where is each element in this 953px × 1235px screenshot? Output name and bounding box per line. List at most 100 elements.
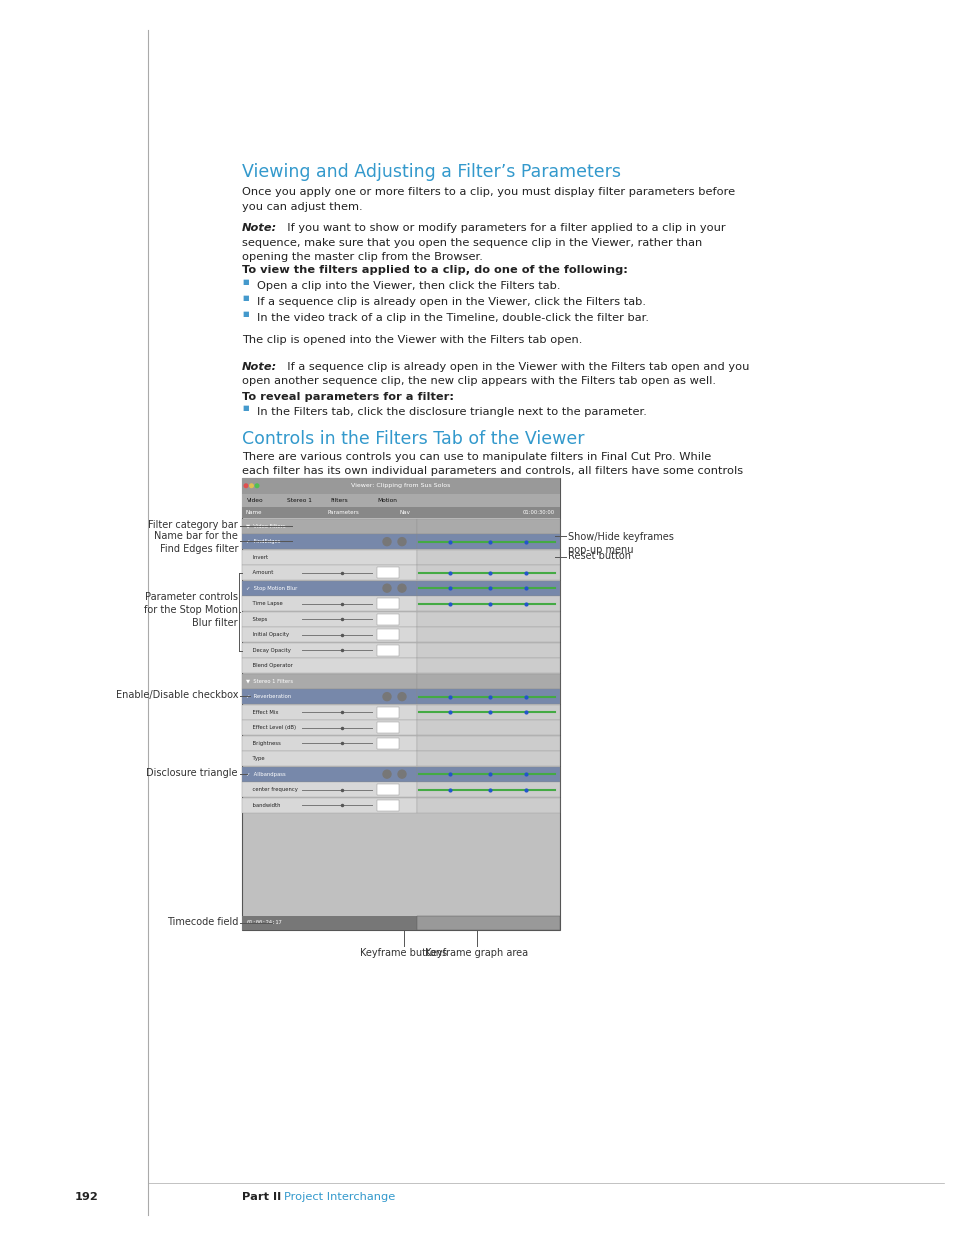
- FancyBboxPatch shape: [416, 782, 559, 797]
- FancyBboxPatch shape: [242, 566, 416, 580]
- Text: ■: ■: [242, 311, 249, 317]
- FancyBboxPatch shape: [416, 597, 559, 611]
- Text: To view the filters applied to a clip, do one of the following:: To view the filters applied to a clip, d…: [242, 266, 627, 275]
- Text: 192: 192: [75, 1192, 99, 1202]
- FancyBboxPatch shape: [242, 478, 559, 930]
- FancyBboxPatch shape: [242, 506, 559, 517]
- FancyBboxPatch shape: [242, 611, 416, 626]
- Circle shape: [244, 484, 248, 488]
- Text: Filter category bar: Filter category bar: [148, 520, 237, 530]
- Text: ■: ■: [242, 279, 249, 285]
- Text: Show/Hide keyframes: Show/Hide keyframes: [567, 532, 673, 542]
- Text: Brightness: Brightness: [246, 741, 280, 746]
- FancyBboxPatch shape: [376, 645, 398, 656]
- Text: ✓  Reverberation: ✓ Reverberation: [246, 694, 291, 699]
- Text: Motion: Motion: [376, 498, 396, 503]
- Text: Invert: Invert: [246, 555, 268, 559]
- FancyBboxPatch shape: [416, 627, 559, 642]
- FancyBboxPatch shape: [416, 916, 559, 930]
- Text: Once you apply one or more filters to a clip, you must display filter parameters: Once you apply one or more filters to a …: [242, 186, 735, 198]
- Text: Time Lapse: Time Lapse: [246, 601, 282, 606]
- Text: Decay Opacity: Decay Opacity: [246, 647, 291, 652]
- FancyBboxPatch shape: [416, 658, 559, 673]
- FancyBboxPatch shape: [242, 798, 416, 813]
- FancyBboxPatch shape: [376, 784, 398, 795]
- FancyBboxPatch shape: [416, 674, 559, 688]
- Circle shape: [397, 693, 406, 700]
- FancyBboxPatch shape: [416, 751, 559, 766]
- FancyBboxPatch shape: [242, 580, 416, 595]
- Text: Find Edges filter: Find Edges filter: [159, 545, 237, 555]
- Text: If a sequence clip is already open in the Viewer, click the Filters tab.: If a sequence clip is already open in th…: [256, 296, 645, 308]
- Text: 01:00:30:00: 01:00:30:00: [522, 510, 555, 515]
- FancyBboxPatch shape: [242, 494, 559, 506]
- Text: Part II: Part II: [242, 1192, 281, 1202]
- Text: center frequency: center frequency: [246, 787, 297, 792]
- Text: ■: ■: [242, 295, 249, 301]
- Text: Blur filter: Blur filter: [193, 618, 237, 627]
- Text: Parameter controls: Parameter controls: [145, 592, 237, 601]
- FancyBboxPatch shape: [416, 519, 559, 534]
- FancyBboxPatch shape: [242, 658, 416, 673]
- FancyBboxPatch shape: [416, 566, 559, 580]
- FancyBboxPatch shape: [416, 535, 559, 550]
- FancyBboxPatch shape: [242, 767, 416, 782]
- FancyBboxPatch shape: [416, 550, 559, 564]
- Circle shape: [382, 584, 391, 592]
- FancyBboxPatch shape: [376, 598, 398, 609]
- Text: pop-up menu: pop-up menu: [567, 545, 633, 556]
- Text: Note:: Note:: [242, 224, 276, 233]
- Text: Name: Name: [246, 510, 262, 515]
- FancyBboxPatch shape: [376, 630, 398, 640]
- Text: Filters: Filters: [330, 498, 348, 503]
- Text: Timecode field: Timecode field: [167, 918, 237, 927]
- Text: for the Stop Motion: for the Stop Motion: [144, 605, 237, 615]
- Text: Effect Mix: Effect Mix: [246, 710, 278, 715]
- Text: Initial Opacity: Initial Opacity: [246, 632, 289, 637]
- Text: Open a clip into the Viewer, then click the Filters tab.: Open a clip into the Viewer, then click …: [256, 282, 560, 291]
- FancyBboxPatch shape: [416, 689, 559, 704]
- FancyBboxPatch shape: [242, 627, 416, 642]
- Text: Stereo 1: Stereo 1: [287, 498, 312, 503]
- Text: Parameters: Parameters: [327, 510, 358, 515]
- Text: Type: Type: [246, 756, 264, 761]
- FancyBboxPatch shape: [242, 689, 416, 704]
- Text: ✓  Allbandpass: ✓ Allbandpass: [246, 772, 286, 777]
- FancyBboxPatch shape: [416, 798, 559, 813]
- Circle shape: [382, 771, 391, 778]
- Text: In the Filters tab, click the disclosure triangle next to the parameter.: In the Filters tab, click the disclosure…: [256, 408, 646, 417]
- Text: Project Interchange: Project Interchange: [284, 1192, 395, 1202]
- Text: In the video track of a clip in the Timeline, double-click the filter bar.: In the video track of a clip in the Time…: [256, 312, 648, 324]
- FancyBboxPatch shape: [242, 736, 416, 751]
- FancyBboxPatch shape: [242, 720, 416, 735]
- Text: 01:00:24:17: 01:00:24:17: [247, 920, 282, 925]
- Text: If a sequence clip is already open in the Viewer with the Filters tab open and y: If a sequence clip is already open in th…: [280, 362, 749, 372]
- Text: Keyframe buttons: Keyframe buttons: [360, 948, 447, 958]
- Text: If you want to show or modify parameters for a filter applied to a clip in your: If you want to show or modify parameters…: [280, 224, 725, 233]
- FancyBboxPatch shape: [416, 611, 559, 626]
- FancyBboxPatch shape: [416, 705, 559, 720]
- FancyBboxPatch shape: [242, 782, 416, 797]
- Text: There are various controls you can use to manipulate filters in Final Cut Pro. W: There are various controls you can use t…: [242, 452, 711, 462]
- FancyBboxPatch shape: [416, 580, 559, 595]
- Text: ✓  Stop Motion Blur: ✓ Stop Motion Blur: [246, 585, 297, 590]
- Text: Disclosure triangle: Disclosure triangle: [147, 768, 237, 778]
- FancyBboxPatch shape: [416, 767, 559, 782]
- Circle shape: [397, 584, 406, 592]
- Circle shape: [382, 693, 391, 700]
- Text: Video: Video: [247, 498, 263, 503]
- FancyBboxPatch shape: [242, 642, 416, 657]
- Circle shape: [255, 484, 258, 488]
- Text: Effect Level (dB): Effect Level (dB): [246, 725, 295, 730]
- Circle shape: [397, 771, 406, 778]
- FancyBboxPatch shape: [376, 567, 398, 578]
- FancyBboxPatch shape: [242, 705, 416, 720]
- Text: Steps: Steps: [246, 616, 267, 621]
- FancyBboxPatch shape: [242, 597, 416, 611]
- FancyBboxPatch shape: [376, 722, 398, 734]
- Text: Viewer: Clipping from Sus Solos: Viewer: Clipping from Sus Solos: [351, 483, 450, 488]
- FancyBboxPatch shape: [242, 916, 559, 930]
- Text: ▼  Stereo 1 Filters: ▼ Stereo 1 Filters: [246, 679, 293, 684]
- Text: Enable/Disable checkbox: Enable/Disable checkbox: [115, 690, 237, 700]
- Circle shape: [382, 537, 391, 546]
